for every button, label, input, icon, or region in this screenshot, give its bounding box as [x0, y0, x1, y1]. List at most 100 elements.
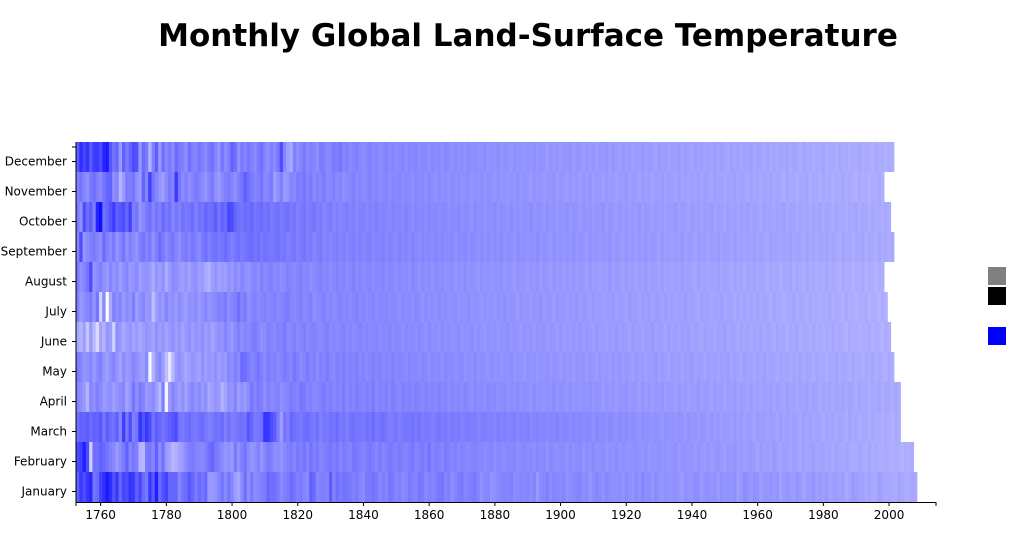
- heatmap-cell: [105, 292, 110, 322]
- heatmap-cell: [522, 412, 527, 442]
- legend-swatch: [988, 267, 1006, 285]
- heatmap-cell: [512, 412, 517, 442]
- heatmap-cell: [269, 232, 274, 262]
- heatmap-cell: [355, 262, 359, 292]
- heatmap-cell: [223, 262, 228, 292]
- heatmap-cell: [335, 232, 340, 262]
- heatmap-cell: [880, 292, 885, 322]
- heatmap-cell: [141, 472, 146, 502]
- heatmap-cell: [108, 442, 113, 472]
- heatmap-cell: [529, 412, 533, 442]
- heatmap-cell: [749, 172, 754, 202]
- heatmap-cell: [161, 142, 166, 172]
- heatmap-cell: [151, 262, 156, 292]
- heatmap-cell: [723, 472, 727, 502]
- heatmap-cell: [276, 232, 281, 262]
- heatmap-cell: [887, 352, 892, 382]
- heatmap-cell: [821, 142, 826, 172]
- heatmap-cell: [660, 382, 665, 412]
- heatmap-cell: [558, 142, 563, 172]
- heatmap-cell: [266, 382, 271, 412]
- heatmap-cell: [506, 262, 510, 292]
- heatmap-cell: [503, 232, 507, 262]
- heatmap-cell: [466, 322, 471, 352]
- heatmap-cell: [368, 412, 373, 442]
- heatmap-cell: [374, 202, 379, 232]
- heatmap-cell: [384, 412, 389, 442]
- heatmap-cell: [158, 322, 162, 352]
- heatmap-cell: [828, 292, 832, 322]
- heatmap-cell: [733, 292, 737, 322]
- heatmap-cell: [371, 472, 376, 502]
- heatmap-cell: [342, 292, 346, 322]
- heatmap-cell: [135, 472, 139, 502]
- heatmap-cell: [447, 472, 451, 502]
- heatmap-cell: [427, 322, 432, 352]
- heatmap-cell: [857, 142, 862, 172]
- heatmap-cell: [696, 292, 701, 322]
- heatmap-cell: [664, 172, 668, 202]
- heatmap-cell: [424, 412, 428, 442]
- heatmap-cell: [535, 262, 540, 292]
- heatmap-cell: [726, 352, 731, 382]
- heatmap-cell: [154, 382, 159, 412]
- heatmap-cell: [772, 412, 777, 442]
- heatmap-cell: [443, 382, 448, 412]
- heatmap-cell: [779, 292, 783, 322]
- heatmap-cell: [831, 232, 836, 262]
- heatmap-cell: [85, 292, 90, 322]
- heatmap-cell: [292, 142, 297, 172]
- heatmap-cell: [772, 382, 777, 412]
- heatmap-cell: [95, 412, 100, 442]
- heatmap-cell: [572, 172, 576, 202]
- heatmap-cell: [795, 472, 800, 502]
- heatmap-cell: [733, 412, 737, 442]
- heatmap-cell: [401, 142, 405, 172]
- heatmap-cell: [476, 442, 481, 472]
- heatmap-cell: [595, 232, 599, 262]
- heatmap-cell: [624, 292, 629, 322]
- heatmap-cell: [414, 472, 419, 502]
- heatmap-cell: [854, 352, 859, 382]
- heatmap-cell: [430, 202, 435, 232]
- heatmap-cell: [683, 472, 688, 502]
- heatmap-cell: [220, 142, 225, 172]
- heatmap-cell: [345, 472, 350, 502]
- heatmap-cell: [601, 292, 606, 322]
- heatmap-cell: [696, 472, 701, 502]
- heatmap-cell: [223, 172, 228, 202]
- heatmap-cell: [690, 142, 694, 172]
- heatmap-cell: [851, 262, 855, 292]
- heatmap-cell: [562, 172, 566, 202]
- heatmap-cell: [411, 172, 415, 202]
- heatmap-cell: [595, 442, 599, 472]
- heatmap-cell: [756, 472, 760, 502]
- heatmap-cell: [424, 322, 428, 352]
- heatmap-cell: [723, 412, 727, 442]
- heatmap-cell: [877, 292, 882, 322]
- heatmap-cell: [112, 172, 116, 202]
- heatmap-cell: [463, 262, 468, 292]
- heatmap-cell: [417, 442, 422, 472]
- heatmap-cell: [683, 142, 688, 172]
- heatmap-cell: [391, 352, 396, 382]
- heatmap-cell: [121, 382, 126, 412]
- heatmap-cell: [759, 472, 763, 502]
- heatmap-cell: [378, 412, 382, 442]
- heatmap-cell: [861, 292, 865, 322]
- heatmap-cell: [164, 442, 169, 472]
- heatmap-cell: [558, 232, 563, 262]
- heatmap-cell: [227, 232, 231, 262]
- heatmap-cell: [719, 292, 724, 322]
- heatmap-cell: [572, 142, 576, 172]
- heatmap-cell: [256, 262, 261, 292]
- heatmap-cell: [397, 382, 402, 412]
- heatmap-cell: [618, 472, 622, 502]
- heatmap-cell: [650, 472, 655, 502]
- heatmap-cell: [805, 442, 809, 472]
- heatmap-cell: [447, 262, 451, 292]
- heatmap-cell: [99, 412, 103, 442]
- heatmap-cell: [95, 172, 100, 202]
- heatmap-cell: [591, 352, 596, 382]
- heatmap-cell: [401, 262, 405, 292]
